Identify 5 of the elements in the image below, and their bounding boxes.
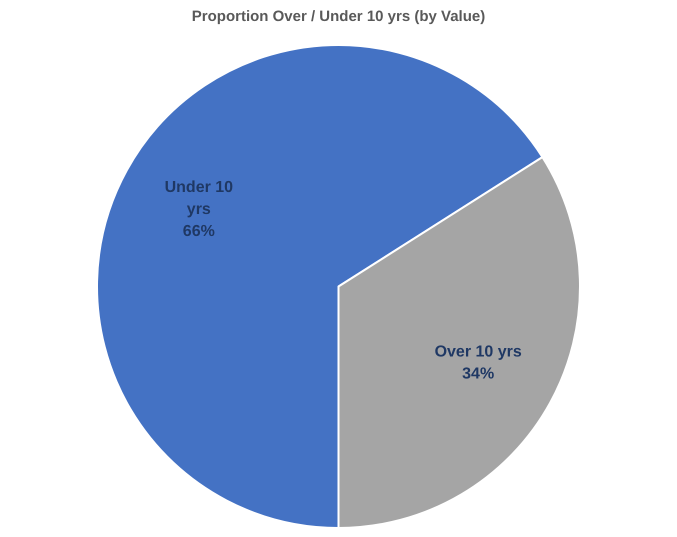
data-label: 66% <box>182 223 215 240</box>
slice-label: Under 10 yrs <box>164 179 234 218</box>
chart-title: Proportion Over / Under 10 yrs (by Value) <box>192 8 486 26</box>
slice-label: Over 10 yrs <box>434 344 522 361</box>
data-label: 34% <box>462 366 494 383</box>
